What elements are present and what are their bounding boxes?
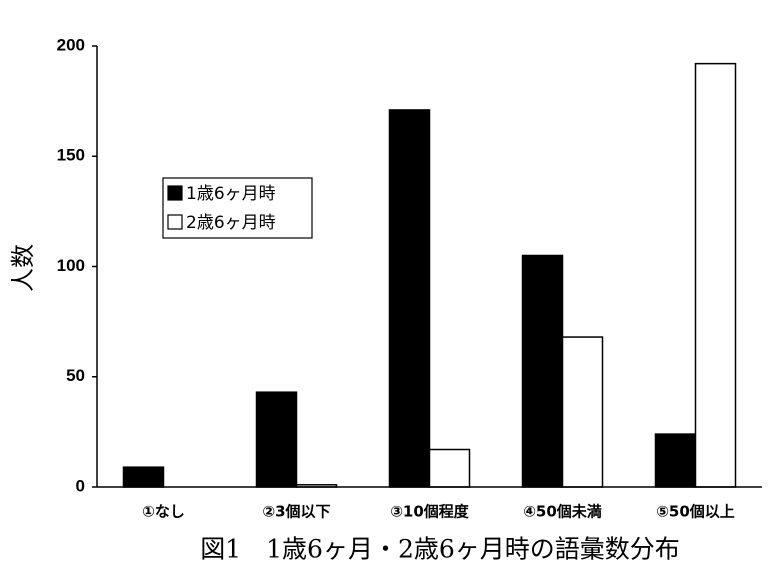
bar [654, 433, 697, 488]
legend-swatch [167, 214, 183, 230]
y-tick-label: 100 [57, 256, 85, 275]
legend-label: 2歳6ヶ月時 [186, 213, 276, 233]
bar [388, 109, 431, 488]
y-tick-label: 0 [76, 476, 85, 495]
bar [428, 448, 471, 488]
x-tick-label: ④50個未満 [523, 503, 602, 521]
bar [122, 466, 165, 488]
y-tick-label: 50 [66, 366, 85, 385]
legend-box [162, 177, 313, 239]
y-tick-label: 150 [57, 146, 85, 165]
chart-title: 図1 1歳6ヶ月・2歳6ヶ月時の語彙数分布 [200, 535, 680, 564]
bar [561, 336, 604, 488]
legend-swatch [167, 185, 183, 201]
x-tick-label: ②3個以下 [262, 503, 330, 521]
bar [694, 62, 737, 488]
y-axis-label: 人数 [9, 244, 37, 292]
bar [255, 391, 298, 488]
x-tick-label: ⑤50個以上 [656, 503, 735, 521]
legend-label: 1歳6ヶ月時 [186, 184, 276, 204]
x-tick-label: ①なし [142, 503, 185, 521]
x-tick-label: ③10個程度 [390, 503, 470, 521]
y-tick-label: 200 [57, 35, 85, 54]
bar [521, 254, 564, 488]
